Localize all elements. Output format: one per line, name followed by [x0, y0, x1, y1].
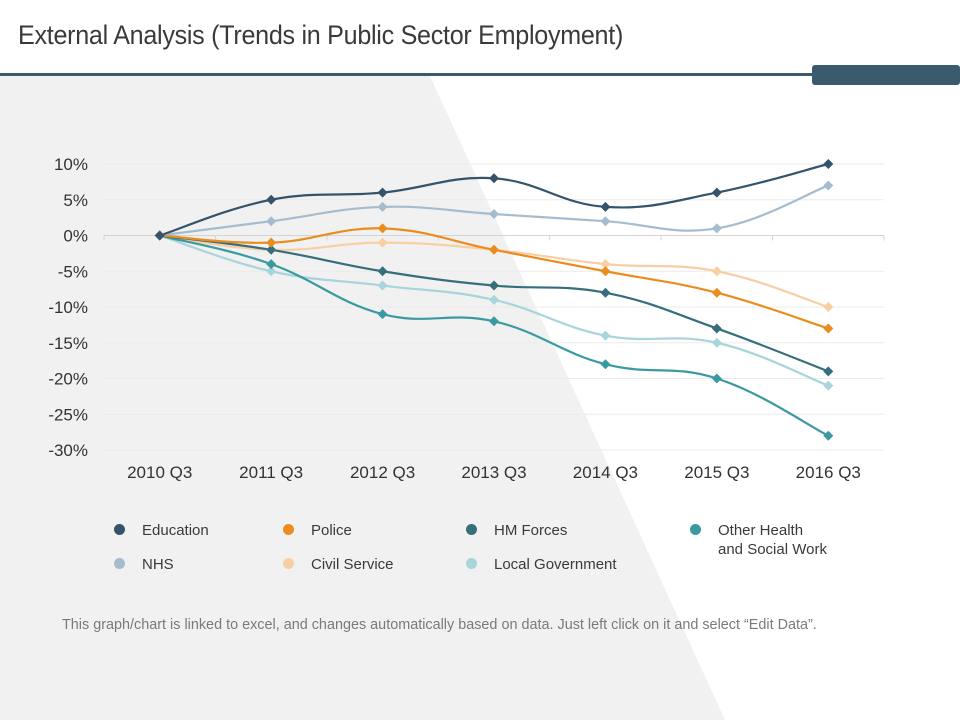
data-point-hm-forces — [266, 244, 277, 255]
data-point-nhs — [711, 223, 722, 234]
legend-marker-icon — [466, 558, 477, 569]
data-point-education — [154, 230, 165, 241]
y-tick-label: -15% — [48, 334, 88, 353]
data-point-police — [600, 266, 611, 277]
y-tick-label: 0% — [63, 227, 88, 246]
data-point-nhs — [489, 209, 499, 220]
legend-marker-icon — [466, 524, 477, 535]
data-point-other-health-and-social-work — [600, 359, 611, 370]
data-point-education — [711, 187, 722, 198]
data-point-nhs — [823, 180, 834, 191]
legend-marker-icon — [690, 524, 701, 535]
data-point-civil-service — [377, 237, 388, 248]
data-point-local-government — [600, 330, 611, 341]
series-line-police — [159, 227, 829, 330]
x-axis — [103, 235, 885, 241]
data-point-nhs — [600, 216, 611, 227]
data-point-local-government — [823, 380, 834, 391]
legend-marker-icon — [114, 524, 125, 535]
data-point-education — [266, 194, 277, 205]
x-tick-label: 2012 Q3 — [350, 463, 415, 482]
legend-label: Police — [311, 522, 352, 539]
legend-label: Local Government — [494, 556, 617, 573]
y-tick-label: -30% — [48, 441, 88, 460]
y-tick-label: 5% — [63, 191, 88, 210]
data-point-other-health-and-social-work — [711, 373, 722, 384]
data-point-hm-forces — [823, 366, 834, 377]
x-tick-label: 2013 Q3 — [461, 463, 526, 482]
data-point-police — [266, 237, 277, 248]
data-point-local-government — [711, 337, 722, 348]
legend-label: HM Forces — [494, 522, 568, 539]
data-point-police — [377, 223, 388, 234]
legend-label: Civil Service — [311, 556, 394, 573]
x-tick-label: 2011 Q3 — [239, 463, 303, 482]
data-point-education — [377, 187, 388, 198]
x-tick-label: 2014 Q3 — [573, 463, 638, 482]
data-point-police — [823, 323, 834, 334]
legend-item-education[interactable]: Education — [114, 521, 209, 540]
series-line-other-health-and-social-work — [159, 234, 829, 437]
title-underline — [0, 73, 830, 76]
y-tick-label: -20% — [48, 370, 88, 389]
data-point-nhs — [377, 201, 388, 212]
data-point-hm-forces — [377, 266, 388, 277]
legend-item-local-government[interactable]: Local Government — [466, 555, 617, 574]
legend-item-other-health-and-social-work[interactable]: Other Health and Social Work — [690, 521, 827, 559]
x-axis-ticks: 2010 Q3 2011 Q3 2012 Q3 2013 Q3 2014 Q3 2015 … — [127, 463, 861, 482]
series-markers — [154, 159, 834, 441]
legend-label: Education — [142, 522, 209, 539]
legend-marker-icon — [283, 524, 294, 535]
data-point-civil-service — [600, 259, 611, 270]
data-point-local-government — [377, 280, 388, 291]
data-point-education — [823, 159, 834, 169]
legend-item-hm-forces[interactable]: HM Forces — [466, 521, 567, 540]
x-tick-label: 2015 Q3 — [684, 463, 749, 482]
data-point-other-health-and-social-work — [266, 259, 277, 270]
y-tick-label: -25% — [48, 405, 88, 424]
page-title: External Analysis (Trends in Public Sect… — [18, 20, 624, 50]
data-point-education — [489, 173, 499, 184]
data-point-education — [600, 201, 611, 212]
data-point-nhs — [266, 216, 277, 227]
y-axis-ticks: 10% 5% 0% -5% -10% -15% -20% -25% -30% — [48, 155, 88, 460]
legend-marker-icon — [114, 558, 125, 569]
y-tick-label: 10% — [54, 155, 88, 174]
data-point-civil-service — [823, 302, 834, 312]
data-point-hm-forces — [711, 323, 722, 334]
y-tick-label: -10% — [48, 298, 88, 317]
x-tick-label: 2010 Q3 — [127, 463, 192, 482]
data-point-civil-service — [711, 266, 722, 277]
accent-tab — [812, 65, 960, 85]
data-point-police — [711, 287, 722, 298]
data-point-hm-forces — [489, 280, 499, 291]
legend-label: Other Health and Social Work — [718, 522, 827, 558]
data-point-police — [489, 244, 499, 255]
data-point-other-health-and-social-work — [823, 430, 834, 441]
x-tick-label: 2016 Q3 — [796, 463, 861, 482]
legend-label: NHS — [142, 556, 174, 573]
legend-marker-icon — [283, 558, 294, 569]
data-point-hm-forces — [600, 287, 611, 298]
data-point-other-health-and-social-work — [489, 316, 499, 327]
y-tick-label: -5% — [58, 262, 88, 281]
series-line-local-government — [159, 234, 829, 387]
data-point-other-health-and-social-work — [377, 309, 388, 320]
data-point-local-government — [489, 294, 499, 305]
legend-item-police[interactable]: Police — [283, 521, 352, 540]
data-point-local-government — [266, 266, 277, 277]
legend-item-civil-service[interactable]: Civil Service — [283, 555, 394, 574]
legend-item-nhs[interactable]: NHS — [114, 555, 174, 574]
footnote: This graph/chart is linked to excel, and… — [62, 616, 817, 633]
